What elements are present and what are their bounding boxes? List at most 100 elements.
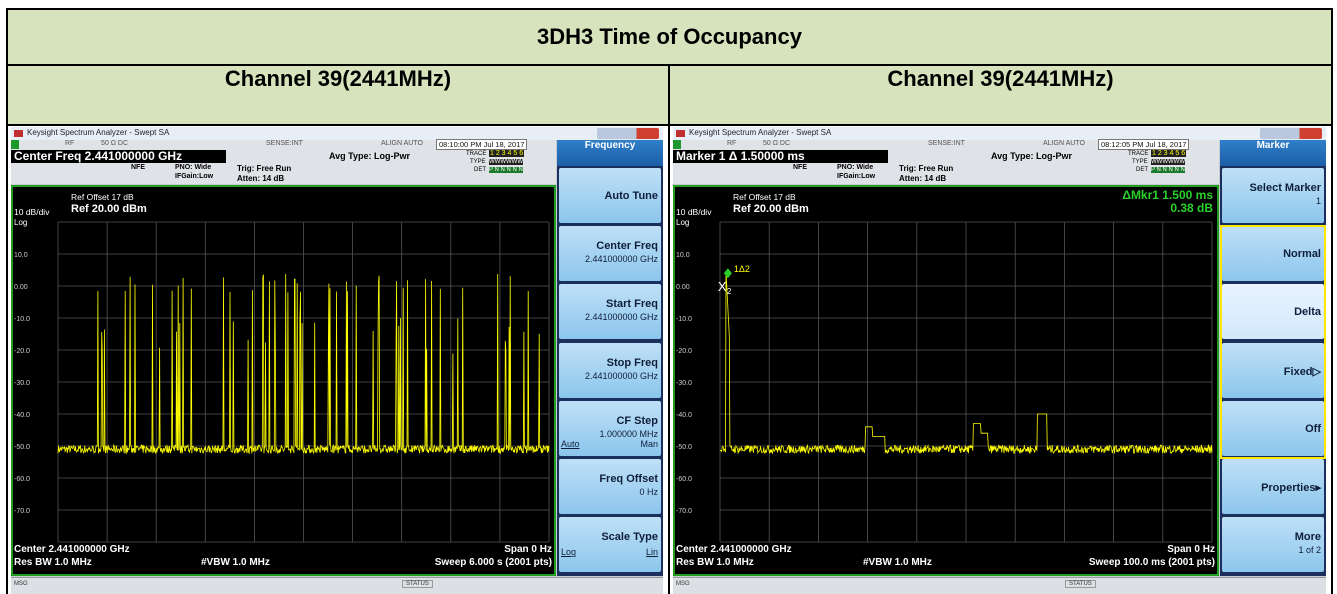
message-bar: MSG STATUS (673, 577, 1326, 594)
active-readout: Center Freq 2.441000000 GHz (11, 150, 226, 163)
softkey[interactable]: Off (1222, 400, 1324, 456)
pno: PNO: Wide (837, 164, 874, 171)
type-label: TYPE (470, 159, 486, 165)
datetime: 08:10:00 PM Jul 18, 2017 (436, 139, 528, 150)
ifgain: IFGain:Low (837, 173, 876, 180)
atten: Atten: 14 dB (899, 174, 947, 183)
softkey[interactable]: Fixed▷ (1222, 342, 1324, 398)
softkey-label: CF Step (616, 414, 658, 427)
sense: SENSE:INT (266, 140, 303, 147)
softkey-option: Log (561, 547, 577, 558)
softkey[interactable]: Auto Tune (559, 168, 661, 223)
window-buttons[interactable] (597, 128, 659, 139)
y-axis-label: -60.0 (676, 476, 692, 483)
softkey[interactable]: Delta (1222, 284, 1324, 340)
column-divider (668, 66, 670, 594)
softkey-group-border (1220, 225, 1326, 459)
window-titlebar: Keysight Spectrum Analyzer - Swept SA (11, 127, 663, 140)
det-vals: P N N N N N (489, 167, 523, 173)
det-label: DET (474, 167, 486, 173)
vbw: #VBW 1.0 MHz (201, 557, 270, 568)
window-title: Keysight Spectrum Analyzer - Swept SA (27, 128, 170, 137)
det-label: DET (1136, 167, 1148, 173)
softkey-label: Off (1305, 422, 1321, 435)
marker-ref: 2 (727, 287, 732, 296)
status-indicator (673, 140, 681, 149)
graph-bg (673, 185, 1219, 576)
softkey-label: Properties▸ (1261, 482, 1321, 494)
softkey-value: 2.441000000 GHz (584, 312, 658, 323)
softkey[interactable]: Center Freq 2.441000000 GHz (559, 226, 661, 282)
active-readout: Marker 1 Δ 1.50000 ms (673, 150, 888, 163)
menu-title: Marker (1220, 140, 1326, 166)
softkey-label: Stop Freq (606, 356, 658, 369)
window-buttons[interactable] (1260, 128, 1322, 139)
menu-title: Frequency (557, 140, 663, 166)
res-bw: Res BW 1.0 MHz (676, 557, 754, 568)
graph: Ref Offset 17 dB 10 dB/div Ref 20.00 dBm Lo… (673, 185, 1219, 576)
table-title: 3DH3 Time of Occupancy (537, 24, 802, 49)
softkey-option: Lin (645, 547, 658, 558)
softkey[interactable]: Start Freq 2.441000000 GHz (559, 284, 661, 340)
y-axis-label: 10.0 (14, 252, 28, 259)
atten: Atten: 14 dB (237, 174, 285, 183)
softkey-value: 1.000000 MHz (599, 428, 658, 439)
trace (719, 272, 1213, 455)
graph: Ref Offset 17 dB 10 dB/div Ref 20.00 dBm Lo… (11, 185, 556, 576)
trig: Trig: Free Run (237, 164, 292, 173)
rf-label: RF (65, 140, 75, 147)
nfe: NFE (793, 164, 807, 171)
sweep: Sweep 6.000 s (2001 pts) (435, 557, 552, 568)
softkey-value: 1 (1315, 196, 1321, 206)
softkey[interactable]: Stop Freq 2.441000000 GHz (559, 342, 661, 398)
title-row: 3DH3 Time of Occupancy (8, 10, 1331, 66)
msg-label: MSG (14, 581, 28, 587)
softkey-label: More (1294, 531, 1321, 544)
softkey-value: 1 of 2 (1298, 545, 1321, 556)
y-axis-label: -40.0 (676, 412, 692, 419)
y-axis-label: -10.0 (676, 316, 692, 323)
marker-value: 0.38 dB (1170, 201, 1213, 215)
softkey[interactable]: Freq Offset 0 Hz (559, 459, 661, 514)
softkey[interactable]: Properties▸ (1222, 459, 1324, 514)
window-title: Keysight Spectrum Analyzer - Swept SA (689, 128, 832, 137)
type-vals: WWWWWW (489, 159, 523, 165)
ref-level: Ref 20.00 dBm (733, 203, 809, 215)
center-freq: Center 2.441000000 GHz (676, 544, 792, 555)
marker-x: X (718, 279, 727, 294)
softkey-option: Auto (561, 438, 580, 449)
y-axis-label: 10.0 (676, 252, 690, 259)
softkey-label: Normal (1283, 248, 1321, 261)
span: Span 0 Hz (504, 544, 552, 555)
softkey-option: Man (640, 438, 658, 449)
marker-diamond (723, 268, 732, 279)
softkey-label: Auto Tune (604, 190, 658, 202)
y-axis-label: -10.0 (14, 316, 30, 323)
det-vals: P N N N N N (1151, 167, 1185, 173)
softkey-label: Center Freq (596, 240, 658, 253)
analyzer-screen: Keysight Spectrum Analyzer - Swept SA RF 5… (673, 127, 1326, 594)
ref-offset: Ref Offset 17 dB (71, 192, 134, 202)
app-icon (14, 130, 23, 137)
y-axis-label: -50.0 (14, 444, 30, 451)
softkey[interactable]: More 1 of 2 (1222, 517, 1324, 573)
type-label: TYPE (1132, 159, 1148, 165)
softkey-label: Delta (1294, 306, 1321, 319)
y-axis-label: -50.0 (676, 444, 692, 451)
ref-offset: Ref Offset 17 dB (733, 192, 796, 202)
softkey-label: Start Freq (606, 298, 658, 311)
center-freq: Center 2.441000000 GHz (14, 544, 130, 555)
softkey[interactable]: CF Step 1.000000 MHz Auto Man (559, 400, 661, 456)
softkey[interactable]: Normal (1222, 226, 1324, 282)
align: ALIGN AUTO (1043, 140, 1085, 147)
analyzer-screen: Keysight Spectrum Analyzer - Swept SA RF 5… (11, 127, 663, 594)
softkey[interactable]: Select Marker 1 (1222, 168, 1324, 223)
trace (57, 273, 550, 455)
y-axis-label: -30.0 (14, 380, 30, 387)
y-axis-label: -20.0 (14, 348, 30, 355)
span: Span 0 Hz (1167, 544, 1215, 555)
sweep: Sweep 100.0 ms (2001 pts) (1089, 557, 1215, 568)
window-titlebar: Keysight Spectrum Analyzer - Swept SA (673, 127, 1326, 140)
softkey[interactable]: Scale Type Log Lin (559, 517, 661, 573)
